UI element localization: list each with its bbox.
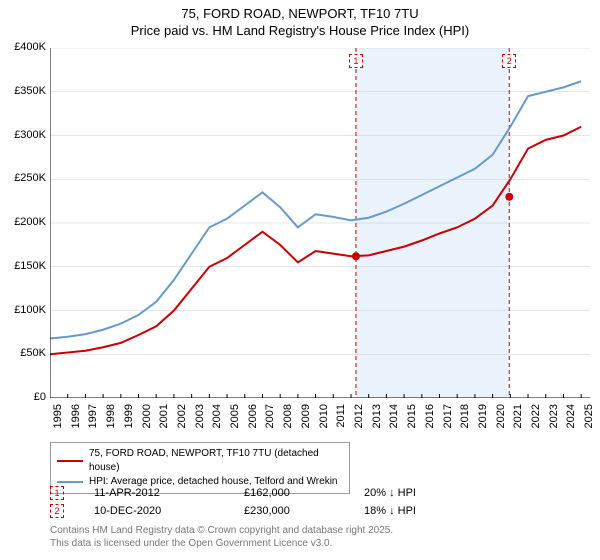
x-tick-label: 2023: [548, 404, 560, 434]
x-tick-label: 2019: [477, 404, 489, 434]
x-tick-label: 2015: [406, 404, 418, 434]
sale-marker-on-chart: 1: [349, 54, 363, 68]
x-tick-label: 1997: [87, 404, 99, 434]
sale-price: £162,000: [244, 487, 364, 499]
legend-row: 75, FORD ROAD, NEWPORT, TF10 7TU (detach…: [57, 447, 343, 475]
x-tick-label: 2004: [211, 404, 223, 434]
sale-marker-on-chart: 2: [502, 54, 516, 68]
chart-plot-area: [50, 48, 590, 398]
x-tick-label: 2013: [371, 404, 383, 434]
x-tick-label: 2005: [229, 404, 241, 434]
x-tick-label: 2008: [282, 404, 294, 434]
y-tick-label: £150K: [0, 260, 46, 272]
sale-marker-icon: 2: [50, 504, 64, 518]
legend-label: 75, FORD ROAD, NEWPORT, TF10 7TU (detach…: [89, 447, 343, 475]
x-tick-label: 2010: [318, 404, 330, 434]
x-tick-label: 2001: [158, 404, 170, 434]
x-tick-label: 1998: [105, 404, 117, 434]
chart-title-block: 75, FORD ROAD, NEWPORT, TF10 7TU Price p…: [0, 0, 600, 38]
attribution-line2: This data is licensed under the Open Gov…: [50, 537, 393, 550]
x-tick-label: 2009: [300, 404, 312, 434]
x-tick-label: 2003: [194, 404, 206, 434]
y-tick-label: £50K: [0, 347, 46, 359]
x-tick-label: 2012: [353, 404, 365, 434]
x-tick-label: 2024: [565, 404, 577, 434]
x-tick-label: 2016: [424, 404, 436, 434]
x-tick-label: 2002: [176, 404, 188, 434]
x-tick-label: 2006: [247, 404, 259, 434]
x-tick-label: 2020: [495, 404, 507, 434]
x-tick-label: 2022: [530, 404, 542, 434]
legend-swatch: [57, 481, 83, 483]
x-tick-label: 2025: [583, 404, 595, 434]
x-tick-label: 1995: [52, 404, 64, 434]
chart-title-address: 75, FORD ROAD, NEWPORT, TF10 7TU: [0, 6, 600, 21]
y-tick-label: £350K: [0, 85, 46, 97]
y-tick-label: £300K: [0, 129, 46, 141]
y-tick-label: £400K: [0, 41, 46, 53]
y-tick-label: £100K: [0, 304, 46, 316]
x-tick-label: 2000: [141, 404, 153, 434]
x-tick-label: 2011: [335, 404, 347, 434]
y-tick-label: £200K: [0, 216, 46, 228]
y-tick-label: £250K: [0, 172, 46, 184]
x-tick-label: 2021: [512, 404, 524, 434]
legend-swatch: [57, 460, 83, 462]
x-tick-label: 2018: [459, 404, 471, 434]
sales-table: 1 11-APR-2012£162,00020% ↓ HPI 2 10-DEC-202…: [50, 484, 580, 520]
y-tick-label: £0: [0, 391, 46, 403]
attribution-text: Contains HM Land Registry data © Crown c…: [50, 524, 393, 550]
sale-date: 11-APR-2012: [94, 487, 244, 499]
sale-row: 2 10-DEC-2020£230,00018% ↓ HPI: [50, 502, 580, 520]
x-tick-label: 1999: [123, 404, 135, 434]
sale-price: £230,000: [244, 505, 364, 517]
x-tick-label: 2014: [388, 404, 400, 434]
sale-marker-icon: 1: [50, 486, 64, 500]
sale-delta: 18% ↓ HPI: [364, 505, 580, 517]
attribution-line1: Contains HM Land Registry data © Crown c…: [50, 524, 393, 537]
x-tick-label: 2007: [264, 404, 276, 434]
chart-title-subtitle: Price paid vs. HM Land Registry's House …: [0, 23, 600, 38]
sale-date: 10-DEC-2020: [94, 505, 244, 517]
sale-row: 1 11-APR-2012£162,00020% ↓ HPI: [50, 484, 580, 502]
x-tick-label: 1996: [70, 404, 82, 434]
sale-delta: 20% ↓ HPI: [364, 487, 580, 499]
x-tick-label: 2017: [442, 404, 454, 434]
